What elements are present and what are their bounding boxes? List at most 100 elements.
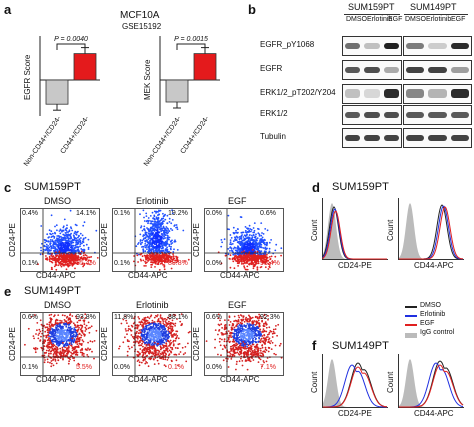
event-dot	[76, 249, 79, 251]
event-dot	[64, 243, 67, 245]
event-dot	[259, 328, 262, 331]
event-dot	[250, 257, 253, 260]
event-dot	[71, 335, 74, 337]
event-dot	[54, 225, 56, 228]
event-dot	[262, 324, 265, 327]
event-dot	[232, 240, 235, 243]
event-dot	[61, 346, 64, 349]
event-dot	[223, 326, 226, 329]
event-dot	[221, 333, 223, 336]
event-dot	[176, 256, 179, 259]
event-dot	[70, 354, 72, 357]
event-dot	[63, 234, 66, 237]
event-dot	[62, 237, 65, 240]
event-dot	[54, 319, 57, 322]
event-dot	[167, 323, 170, 325]
event-dot	[265, 326, 268, 329]
event-dot	[222, 333, 225, 336]
event-dot	[68, 317, 71, 320]
event-dot	[51, 340, 54, 342]
event-dot	[266, 253, 268, 256]
event-dot	[173, 313, 175, 316]
event-dot	[74, 347, 77, 349]
event-dot	[52, 338, 54, 341]
event-dot	[147, 217, 150, 219]
b-underline-2	[404, 14, 468, 15]
event-dot	[50, 342, 52, 344]
event-dot	[78, 340, 81, 343]
event-dot	[130, 324, 133, 327]
condition-label: DMSO	[44, 300, 71, 310]
event-dot	[75, 329, 78, 332]
blot-band	[383, 112, 399, 118]
event-dot	[96, 257, 99, 259]
event-dot	[70, 320, 72, 322]
event-dot	[146, 320, 149, 322]
event-dot	[268, 247, 271, 250]
event-dot	[143, 318, 145, 321]
event-dot	[259, 243, 262, 246]
event-dot	[154, 348, 157, 350]
event-dot	[229, 332, 231, 335]
event-dot	[159, 228, 162, 231]
event-dot	[64, 251, 67, 253]
event-dot	[167, 236, 169, 238]
event-dot	[84, 317, 87, 319]
event-dot	[161, 249, 163, 252]
event-dot	[257, 232, 260, 235]
event-dot	[147, 222, 149, 225]
event-dot	[177, 343, 180, 346]
event-dot	[51, 333, 53, 336]
event-dot	[54, 340, 57, 343]
event-dot	[140, 361, 143, 364]
event-dot	[147, 350, 150, 353]
event-dot	[255, 337, 257, 340]
event-dot	[142, 334, 145, 336]
event-dot	[163, 220, 165, 223]
event-dot	[81, 339, 84, 341]
event-dot	[244, 226, 247, 228]
event-dot	[246, 268, 249, 271]
event-dot	[39, 339, 42, 341]
event-dot	[223, 340, 226, 343]
event-dot	[74, 246, 77, 249]
blot-band	[428, 67, 447, 73]
event-dot	[79, 232, 82, 235]
event-dot	[253, 320, 256, 322]
event-dot	[56, 346, 59, 349]
event-dot	[151, 263, 153, 266]
event-dot	[144, 257, 147, 259]
event-dot	[157, 342, 160, 345]
event-dot	[172, 255, 175, 257]
event-dot	[45, 258, 47, 260]
event-dot	[220, 245, 223, 248]
event-dot	[60, 327, 62, 330]
event-dot	[139, 258, 142, 261]
event-dot	[136, 336, 139, 338]
event-dot	[168, 344, 171, 347]
event-dot	[148, 347, 151, 350]
event-dot	[148, 321, 151, 324]
b-treat-1b: Erlotinib	[367, 16, 393, 23]
quadrant-ur: 88.1%	[168, 314, 188, 321]
event-dot	[55, 258, 57, 260]
event-dot	[231, 243, 234, 245]
event-dot	[65, 325, 68, 328]
event-dot	[149, 358, 152, 361]
event-dot	[44, 339, 47, 342]
event-dot	[66, 244, 69, 247]
event-dot	[258, 250, 260, 253]
event-dot	[149, 222, 152, 225]
event-dot	[256, 246, 259, 248]
event-dot	[221, 241, 223, 244]
event-dot	[79, 328, 82, 331]
event-dot	[59, 329, 62, 332]
event-dot	[144, 341, 147, 344]
event-dot	[143, 336, 146, 339]
event-dot	[168, 217, 171, 220]
event-dot	[228, 228, 230, 231]
event-dot	[158, 249, 161, 252]
event-dot	[156, 332, 158, 334]
event-dot	[249, 350, 252, 353]
event-dot	[68, 327, 71, 329]
